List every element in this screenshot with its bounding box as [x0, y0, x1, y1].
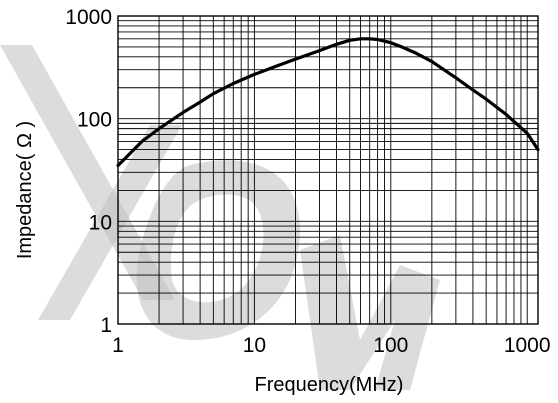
y-tick-label: 10: [89, 211, 112, 234]
x-axis-label: Frequency(MHz): [255, 374, 404, 396]
x-tick-label: 100: [373, 334, 408, 357]
x-tick-label: 1: [112, 334, 124, 357]
watermark-logo: [0, 45, 440, 390]
x-tick-label: 10: [243, 334, 266, 357]
y-tick-label: 1: [100, 314, 112, 337]
watermark-stroke-4: [300, 235, 440, 390]
x-tick-label: 1000: [504, 334, 551, 357]
watermark-stroke-2: [38, 125, 182, 320]
y-tick-label: 100: [77, 109, 112, 132]
watermark-stroke-3: [136, 160, 300, 340]
plot-frame: [117, 15, 539, 325]
series-line-impedance: [116, 37, 540, 168]
watermark-stroke-1: [0, 45, 175, 300]
y-tick-labels: 1 10 100 1000: [65, 6, 112, 337]
y-axis-label: Impedance( Ω ): [14, 121, 36, 259]
x-tick-labels: 1 10 100 1000: [112, 334, 550, 357]
y-tick-label: 1000: [65, 6, 112, 29]
